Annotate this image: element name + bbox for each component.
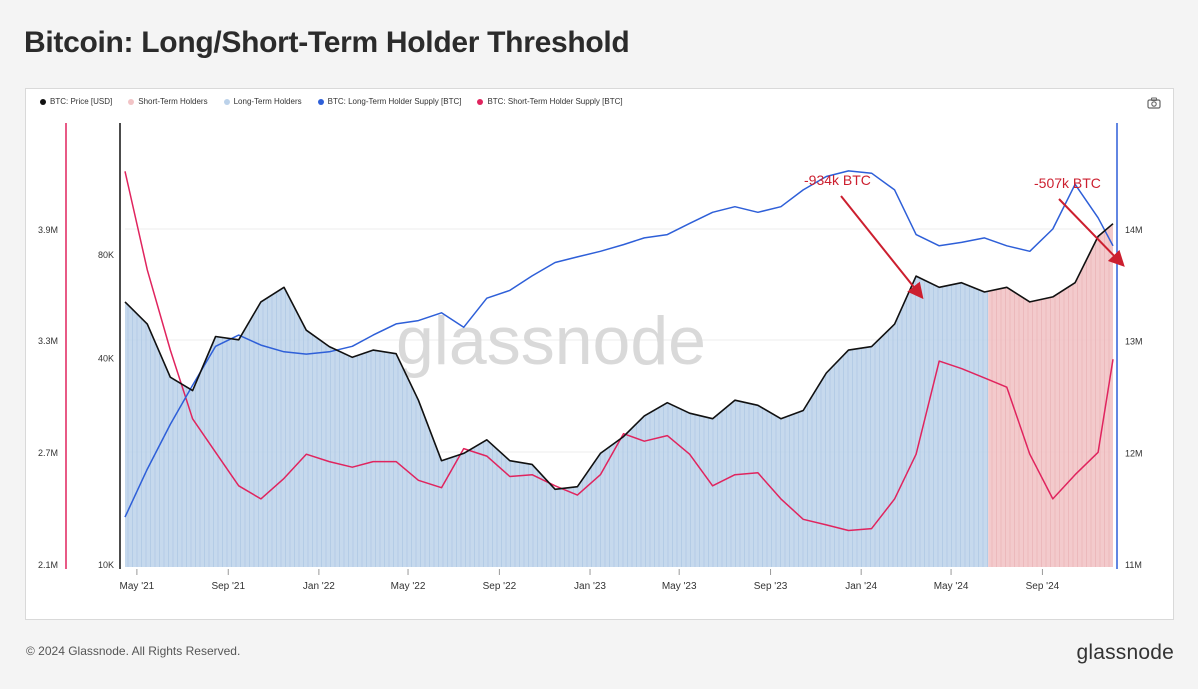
camera-icon[interactable] (1147, 97, 1161, 109)
price-axis-label: 40K (98, 353, 114, 363)
legend-swatch (128, 98, 135, 105)
price-axis-label: 10K (98, 560, 114, 570)
x-tick-label: Sep '22 (483, 581, 517, 592)
legend-swatch (317, 98, 324, 105)
copyright-text: © 2024 Glassnode. All Rights Reserved. (26, 644, 241, 658)
chart-card: BTC: Price [USD] Short-Term Holders Long-T… (25, 88, 1174, 620)
chart-plot: glassnode May '21 Sep '21 Jan '22 May '22 Se… (38, 123, 1143, 592)
lth-axis-label: 14M (1125, 225, 1143, 235)
x-tick-label: Sep '21 (211, 581, 245, 592)
x-tick-label: May '22 (391, 581, 426, 592)
price-axis-label: 80K (98, 250, 114, 260)
x-tick-label: Jan '23 (574, 581, 606, 592)
x-tick-label: Jan '24 (845, 581, 877, 592)
x-tick-label: Jan '22 (303, 581, 335, 592)
legend-item-1[interactable]: Short-Term Holders (128, 97, 208, 106)
x-tick-label: Sep '23 (754, 581, 788, 592)
legend-item-2[interactable]: Long-Term Holders (223, 97, 302, 106)
legend-label: Long-Term Holders (233, 97, 302, 106)
x-tick-label: May '24 (934, 581, 969, 592)
x-tick-label: May '21 (120, 581, 155, 592)
lth-axis-label: 11M (1125, 560, 1142, 570)
annotation-arrow-1 (840, 195, 924, 300)
legend-item-4[interactable]: BTC: Short-Term Holder Supply [BTC] (477, 97, 623, 106)
chart-legend: BTC: Price [USD] Short-Term Holders Long-T… (40, 97, 623, 106)
legend-item-0[interactable]: BTC: Price [USD] (40, 97, 112, 106)
lth-axis-label: 13M (1125, 337, 1143, 347)
annotation-507k: -507k BTC (1034, 175, 1101, 191)
x-tick-label: Sep '24 (1026, 581, 1060, 592)
footer-logo: glassnode (1076, 641, 1174, 664)
annotation-934k: -934k BTC (804, 172, 871, 188)
legend-label: BTC: Price [USD] (50, 97, 113, 106)
legend-swatch (223, 98, 230, 105)
legend-item-3[interactable]: BTC: Long-Term Holder Supply [BTC] (317, 97, 462, 106)
legend-label: Short-Term Holders (138, 97, 208, 106)
lth-axis-label: 12M (1125, 448, 1143, 458)
lth-area (125, 276, 989, 567)
sth-axis-label: 3.3M (38, 336, 58, 346)
annotation-arrow-2 (1058, 198, 1125, 267)
sth-axis-label: 2.7M (38, 448, 58, 458)
sth-axis-label: 3.9M (38, 225, 58, 235)
legend-label: BTC: Short-Term Holder Supply [BTC] (487, 97, 623, 106)
sth-axis-label: 2.1M (38, 560, 58, 570)
page-title: Bitcoin: Long/Short-Term Holder Threshol… (24, 26, 630, 59)
x-tick-label: May '23 (662, 581, 697, 592)
legend-swatch (477, 98, 484, 105)
legend-label: BTC: Long-Term Holder Supply [BTC] (327, 97, 462, 106)
watermark: glassnode (396, 303, 706, 379)
legend-swatch (40, 98, 46, 105)
